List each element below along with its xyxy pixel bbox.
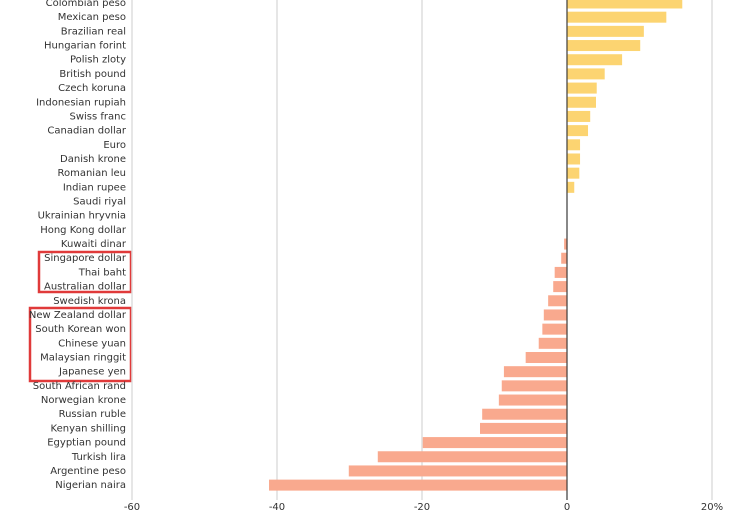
- x-tick-label: -40: [269, 502, 285, 511]
- y-tick-label: New Zealand dollar: [29, 310, 127, 321]
- y-tick-label: Indian rupee: [63, 182, 126, 193]
- bar: [564, 238, 567, 250]
- bar: [503, 366, 567, 378]
- x-tick-label: 0: [564, 502, 570, 511]
- y-tick-label: Ukrainian hryvnia: [38, 211, 126, 222]
- bar: [567, 0, 683, 9]
- highlight-box: [37, 250, 133, 294]
- y-tick-label: South African rand: [33, 381, 126, 392]
- y-tick-label: Saudi riyal: [73, 197, 126, 208]
- y-tick-label: South Korean won: [35, 324, 126, 335]
- bar: [567, 181, 575, 193]
- y-tick-label: Romanian leu: [57, 168, 126, 179]
- bar: [498, 394, 567, 406]
- x-tick-label: -60: [124, 502, 140, 511]
- y-tick-label: Swedish krona: [53, 296, 126, 307]
- y-tick-label: Polish zloty: [70, 55, 126, 66]
- y-tick-label: Danish krone: [60, 154, 126, 165]
- y-tick-label: Kuwaiti dinar: [61, 239, 127, 250]
- bar: [567, 153, 581, 165]
- y-tick-label: Singapore dollar: [44, 253, 127, 264]
- bar: [567, 110, 591, 122]
- y-tick-label: British pound: [59, 69, 126, 80]
- bar: [543, 309, 567, 321]
- bar: [538, 337, 567, 349]
- y-tick-label: Colombian peso: [46, 0, 126, 9]
- bar: [561, 252, 567, 264]
- y-tick-label: Mexican peso: [58, 12, 126, 23]
- y-tick-label: Hong Kong dollar: [40, 225, 127, 236]
- bar: [567, 68, 605, 80]
- bar: [480, 422, 567, 434]
- bar: [553, 281, 567, 293]
- y-tick-label: Egyptian pound: [47, 438, 126, 449]
- y-tick-label: Australian dollar: [44, 282, 127, 293]
- x-tick-label: 20%: [701, 502, 723, 511]
- y-tick-label: Brazilian real: [61, 26, 126, 37]
- bar: [348, 465, 567, 477]
- bar: [422, 437, 567, 449]
- bar: [501, 380, 567, 392]
- y-tick-label: Turkish lira: [71, 452, 126, 463]
- y-tick-label: Canadian dollar: [47, 126, 126, 137]
- y-tick-label: Norwegian krone: [41, 395, 126, 406]
- bar: [525, 352, 567, 363]
- y-tick-label: Argentine peso: [50, 466, 126, 477]
- y-tick-label: Kenyan shilling: [51, 423, 126, 434]
- y-tick-label: Chinese yuan: [58, 338, 126, 349]
- bar: [567, 25, 644, 37]
- bar: [269, 479, 567, 491]
- y-tick-label: Russian ruble: [59, 409, 126, 420]
- bar: [567, 96, 596, 108]
- bar: [567, 167, 580, 179]
- bar: [567, 82, 597, 94]
- highlight-box: [28, 306, 133, 383]
- y-tick-label: Hungarian forint: [44, 41, 126, 52]
- y-tick-label: Swiss franc: [70, 111, 127, 122]
- bar: [554, 266, 567, 278]
- bar: [567, 11, 667, 23]
- bar: [567, 139, 581, 151]
- bar: [567, 40, 641, 52]
- y-tick-label: Czech koruna: [58, 83, 126, 94]
- y-tick-label: Thai baht: [78, 267, 126, 278]
- bar: [567, 54, 623, 66]
- bar: [542, 323, 567, 335]
- x-tick-label: -20: [414, 502, 430, 511]
- bar: [567, 125, 589, 137]
- bar: [377, 451, 567, 463]
- y-tick-label: Nigerian naira: [55, 480, 126, 491]
- y-tick-label: Euro: [103, 140, 126, 151]
- y-tick-label: Malaysian ringgit: [40, 353, 126, 364]
- y-tick-label: Indonesian rupiah: [36, 97, 126, 108]
- y-tick-label: Japanese yen: [58, 367, 126, 378]
- bar: [548, 295, 567, 307]
- bar: [482, 408, 567, 420]
